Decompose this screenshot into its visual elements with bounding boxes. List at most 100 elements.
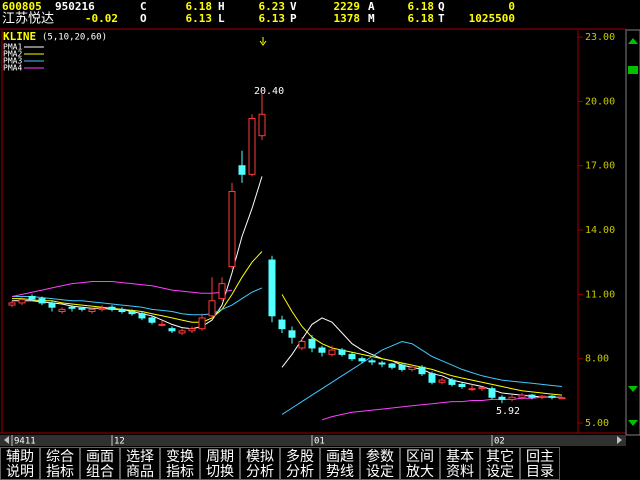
field-value: 1378 — [334, 12, 361, 25]
candle-body — [228, 190, 236, 267]
button-label: 指标 — [166, 464, 194, 480]
button-label: 区间 — [406, 449, 434, 465]
candle-body — [508, 396, 516, 400]
candle-body — [318, 347, 326, 353]
candle-body — [248, 118, 256, 175]
field-value: 6.13 — [186, 12, 213, 25]
button-label: 说明 — [6, 464, 34, 480]
button-label: 组合 — [86, 464, 114, 480]
field-value: 6.18 — [408, 0, 435, 13]
button-label: 势线 — [326, 464, 354, 480]
field-value: 6.13 — [259, 12, 286, 25]
scroll-down-arrow[interactable] — [628, 386, 638, 392]
legend-label: PMA1 — [3, 43, 22, 52]
y-tick-label: 5.00 — [585, 418, 609, 429]
field-label: M — [368, 12, 375, 25]
button-frame — [320, 447, 360, 480]
candle-body — [358, 358, 366, 362]
ma-line — [12, 287, 563, 415]
candle-body — [378, 362, 386, 365]
candle-body — [458, 383, 466, 388]
y-tick-label: 11.00 — [585, 289, 615, 300]
time-strip — [0, 435, 626, 446]
candle-body — [68, 306, 76, 309]
candle-body — [108, 306, 116, 310]
button-label: 设定 — [366, 464, 394, 480]
button-label: 设定 — [486, 464, 514, 480]
button-label: 指标 — [46, 464, 74, 480]
field-value: 6.23 — [259, 0, 286, 13]
candle-body — [278, 319, 286, 330]
candle-body — [128, 311, 136, 315]
candle-body — [548, 395, 556, 398]
candle-body — [198, 317, 206, 330]
scrollbar[interactable] — [625, 29, 640, 436]
button-frame — [480, 447, 520, 480]
field-label: H — [218, 0, 225, 13]
candle-body — [438, 379, 446, 383]
candle-body — [118, 308, 126, 313]
candle-body — [58, 308, 66, 313]
button-label: 多股 — [286, 448, 314, 465]
field-label: V — [290, 0, 297, 13]
candle-body — [98, 307, 106, 310]
button-label: 辅助 — [6, 449, 34, 465]
candle-body — [48, 302, 56, 308]
scroll-thumb[interactable] — [628, 66, 638, 74]
date: 950216 — [55, 0, 95, 13]
y-tick-label: 20.00 — [585, 96, 615, 107]
button-label: 放大 — [406, 464, 434, 480]
candle-body — [518, 394, 526, 398]
scroll-up-arrow[interactable] — [628, 38, 638, 44]
candle-body — [18, 299, 26, 304]
y-tick-label: 23.00 — [585, 32, 615, 43]
button-label: 模拟 — [246, 449, 274, 465]
field-value: 6.18 — [186, 0, 213, 13]
field-value: 2229 — [334, 0, 361, 13]
legend-label: PMA2 — [3, 50, 22, 59]
candle-body — [218, 283, 226, 300]
button-frame — [80, 447, 120, 480]
candle-body — [468, 388, 476, 391]
low-annotation: 5.92 — [496, 406, 520, 417]
button-label: 资料 — [446, 464, 474, 480]
candle-body — [298, 341, 306, 349]
button-frame — [0, 447, 40, 480]
candle-body — [368, 360, 376, 363]
field-label: Q — [438, 0, 445, 13]
candle-body — [328, 349, 336, 355]
button-frame — [440, 447, 480, 480]
candle-body — [398, 364, 406, 370]
button-label: 切换 — [206, 463, 234, 480]
candle-body — [78, 307, 86, 310]
button-frame — [360, 447, 400, 480]
x-tick-label: 01 — [314, 437, 325, 447]
candle-body — [528, 394, 536, 398]
field-label: P — [290, 12, 297, 25]
button-label: 画面 — [86, 449, 114, 465]
button-label: 其它 — [486, 448, 514, 465]
button-label: 基本 — [446, 448, 474, 465]
candle-body — [538, 395, 546, 398]
candle-body — [388, 363, 396, 368]
field-label: A — [368, 0, 375, 13]
candle-body — [488, 388, 496, 398]
candle-body — [448, 379, 456, 385]
scroll-end-arrow[interactable] — [628, 420, 638, 426]
